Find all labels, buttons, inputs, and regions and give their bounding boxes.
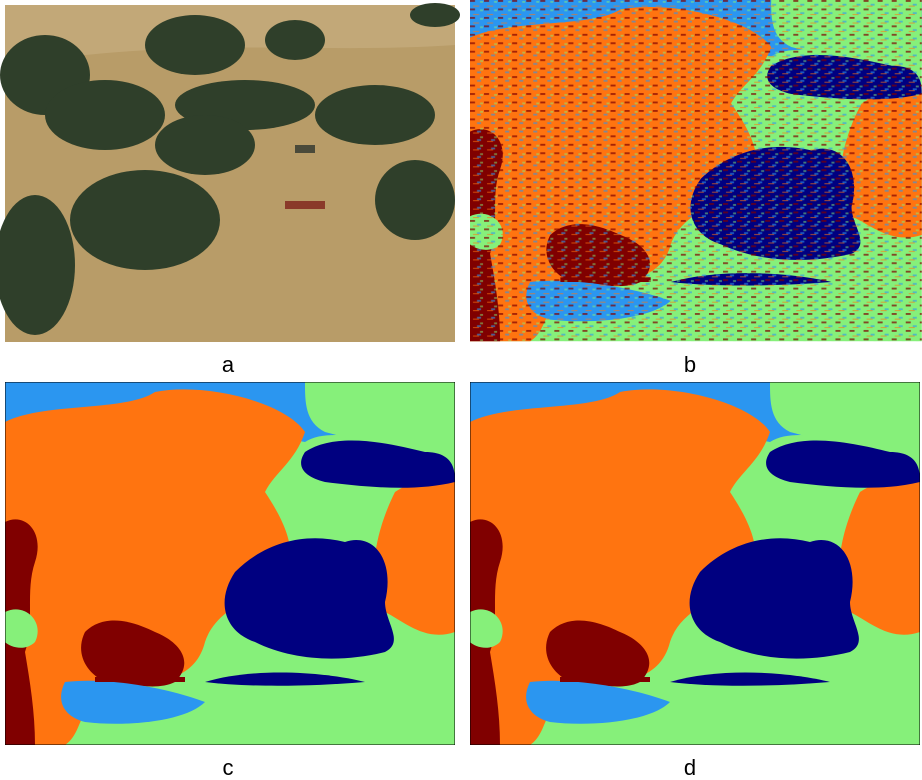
photo-panel xyxy=(0,3,460,342)
panel-label: b xyxy=(684,352,696,377)
figure: a b c d xyxy=(0,0,922,780)
segmentation-panel-c xyxy=(5,382,455,745)
panel-label: d xyxy=(684,755,696,780)
page: {"panels": [{"label": "a"}, {"label": "b… xyxy=(0,0,922,780)
noisy-segmentation-panel xyxy=(470,0,922,341)
panel-label: a xyxy=(222,352,235,377)
panel-label: c xyxy=(223,755,234,780)
segmentation-panel-d xyxy=(470,382,920,745)
